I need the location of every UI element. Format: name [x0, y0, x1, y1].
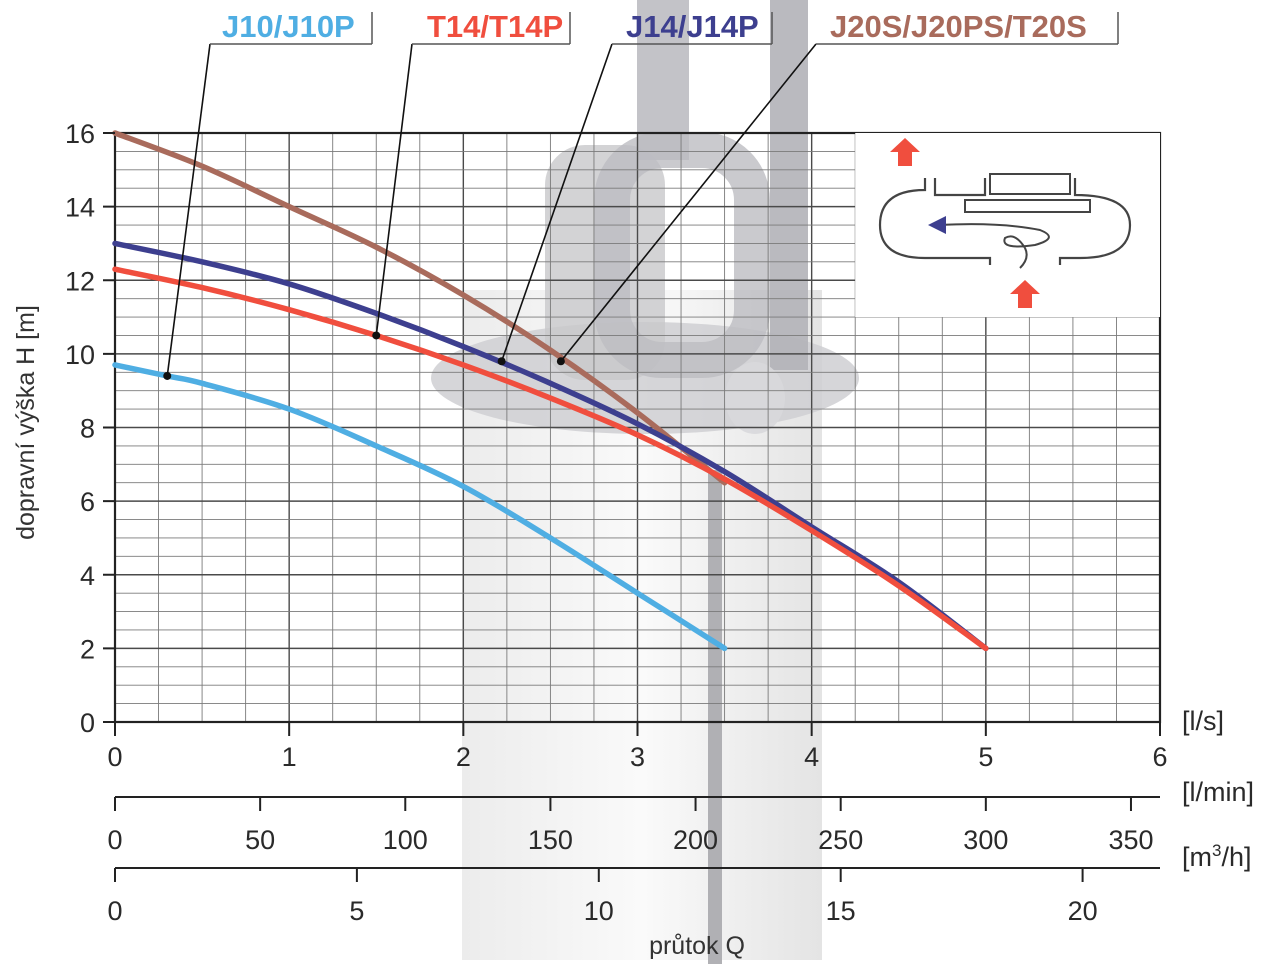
series-label-0: J10/J10P — [222, 9, 355, 44]
secondary-tick-label: 350 — [1108, 825, 1153, 855]
y-tick-label: 14 — [65, 193, 95, 223]
secondary-tick-label: 20 — [1068, 896, 1098, 926]
y-tick-label: 10 — [65, 340, 95, 370]
leader-marker-3 — [556, 357, 565, 366]
inset-flow-arrow-icon — [928, 216, 946, 234]
series-line-3 — [112, 130, 728, 486]
inset-housing-left — [878, 178, 992, 265]
y-tick-label: 6 — [80, 487, 95, 517]
secondary-tick-label: 15 — [826, 896, 856, 926]
inset-inlet-arrow-icon — [1010, 280, 1040, 308]
x-tick-label: 0 — [107, 742, 122, 772]
y-tick-label: 12 — [65, 266, 95, 296]
inset-motor-shape — [989, 173, 1071, 195]
secondary-tick-label: 0 — [107, 896, 122, 926]
inset-housing-right — [933, 178, 1132, 265]
y-tick-label: 16 — [65, 119, 95, 149]
inset-impeller-shape — [964, 199, 1091, 213]
series-label-2: J14/J14P — [626, 9, 759, 44]
inset-outlet-arrow-icon — [890, 138, 920, 166]
secondary-unit-label-0: [l/min] — [1182, 777, 1254, 807]
pump-cable-shape — [708, 470, 722, 964]
series-line-1 — [112, 266, 989, 652]
series-label-3: J20S/J20PS/T20S — [830, 9, 1087, 44]
series-line-0 — [112, 362, 728, 652]
pump-cap-shape — [725, 362, 785, 434]
leader-line-0 — [166, 43, 211, 377]
series-label-1: T14/T14P — [427, 9, 563, 44]
leader-line-2 — [500, 43, 613, 362]
pump-photo-background — [431, 0, 859, 964]
y-tick-label: 4 — [80, 561, 95, 591]
secondary-unit-label-1: [m3/h] — [1182, 841, 1252, 872]
y-tick-label: 0 — [80, 708, 95, 738]
pump-pipe-right-shape — [770, 0, 808, 370]
x-axis-title: průtok Q — [649, 932, 745, 960]
series-lines — [112, 130, 989, 652]
inset-flow-path — [939, 223, 1050, 269]
series-line-2 — [112, 240, 989, 652]
series-labels: J10/J10P T14/T14P J14/J14P J20S/J20PS/T20S — [210, 9, 1119, 45]
x-unit-label: [l/s] — [1182, 706, 1224, 736]
secondary-tick-label: 200 — [673, 825, 718, 855]
secondary-tick-label: 100 — [383, 825, 428, 855]
secondary-tick-label: 250 — [818, 825, 863, 855]
x-tick-label: 1 — [282, 742, 297, 772]
y-tick-label: 2 — [80, 634, 95, 664]
leader-line-1 — [375, 43, 413, 336]
secondary-tick-label: 10 — [584, 896, 614, 926]
series-leader-lines — [163, 43, 817, 380]
x-tick-label: 4 — [804, 742, 819, 772]
x-tick-label: 5 — [978, 742, 993, 772]
leader-marker-2 — [497, 357, 506, 366]
secondary-tick-label: 300 — [963, 825, 1008, 855]
secondary-tick-label: 5 — [349, 896, 364, 926]
y-axis-title: dopravní výška H [m] — [12, 305, 40, 540]
leader-marker-0 — [163, 371, 172, 380]
leader-marker-1 — [372, 331, 381, 340]
x-tick-label: 2 — [456, 742, 471, 772]
x-tick-label: 6 — [1152, 742, 1167, 772]
secondary-tick-label: 150 — [528, 825, 573, 855]
pump-diagram-inset — [855, 133, 1160, 318]
leader-line-3 — [560, 43, 817, 362]
y-tick-label: 8 — [80, 414, 95, 444]
x-tick-label: 3 — [630, 742, 645, 772]
secondary-tick-label: 0 — [107, 825, 122, 855]
secondary-tick-label: 50 — [245, 825, 275, 855]
